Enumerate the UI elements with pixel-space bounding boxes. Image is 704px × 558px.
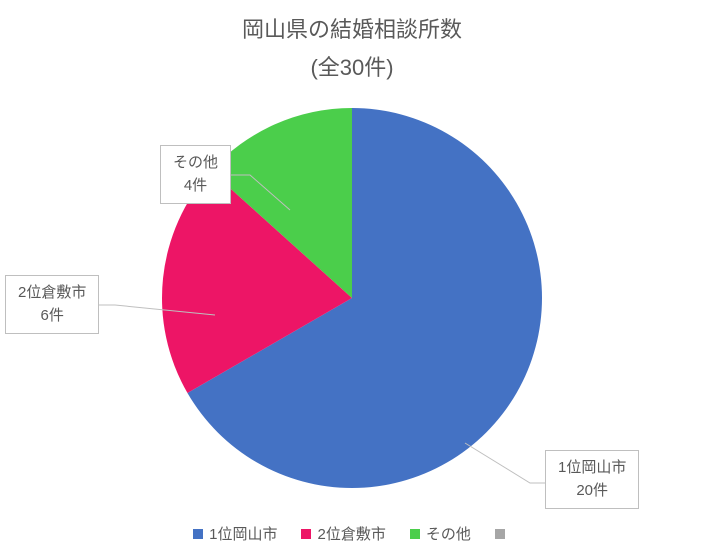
legend-label: 1位岡山市 (209, 523, 277, 544)
legend-item: 1位岡山市 (193, 523, 277, 544)
callout-box: 2位倉敷市6件 (5, 275, 99, 334)
legend-label: 2位倉敷市 (317, 523, 385, 544)
legend-item: その他 (410, 523, 471, 544)
legend-marker (301, 529, 311, 539)
legend-label: その他 (426, 523, 471, 544)
callout-label: その他 (173, 152, 218, 175)
legend-marker (193, 529, 203, 539)
callout-label: 2位倉敷市 (18, 282, 86, 305)
callout-box: 1位岡山市20件 (545, 450, 639, 509)
leader-line (95, 305, 215, 315)
chart-subtitle: (全30件) (0, 50, 704, 82)
leader-lines (0, 80, 704, 500)
leader-line (228, 175, 290, 210)
pie-area: 1位岡山市20件 2位倉敷市6件 その他4件 (0, 80, 704, 500)
legend-item: 2位倉敷市 (301, 523, 385, 544)
callout-box: その他4件 (160, 145, 231, 204)
legend: 1位岡山市 2位倉敷市 その他 (0, 523, 704, 544)
callout-value: 4件 (173, 175, 218, 198)
pie-chart: 岡山県の結婚相談所数 (全30件) 1位岡山市20件2位倉敷市6件その他4件 1… (0, 0, 704, 558)
callout-value: 20件 (558, 480, 626, 503)
legend-marker (495, 529, 505, 539)
callout-value: 6件 (18, 305, 86, 328)
callout-label: 1位岡山市 (558, 457, 626, 480)
chart-title: 岡山県の結婚相談所数 (0, 12, 704, 44)
legend-item (495, 523, 511, 544)
legend-marker (410, 529, 420, 539)
leader-line (465, 443, 545, 483)
